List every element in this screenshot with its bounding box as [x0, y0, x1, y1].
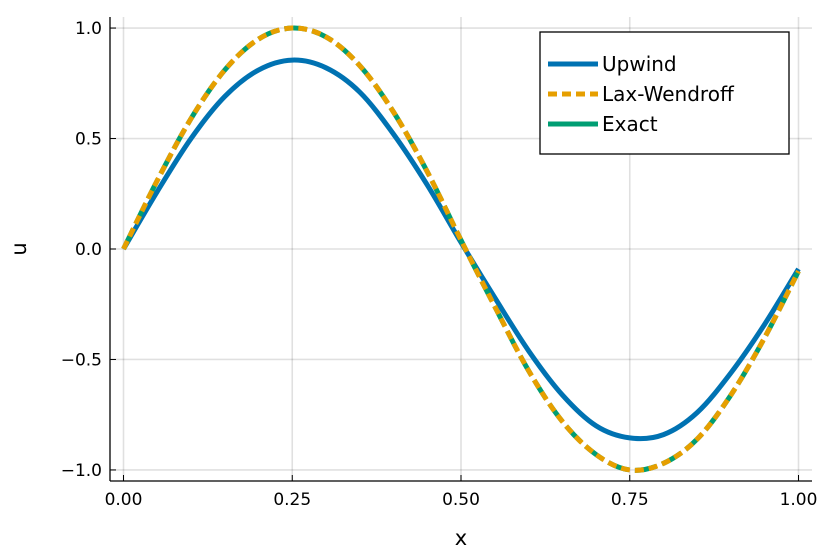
y-tick-label-2: 0.0 — [75, 240, 102, 260]
series-line-lax-wendroff — [121, 25, 801, 473]
legend-label-exact: Exact — [602, 112, 658, 136]
tick-labels: 0.00 0.25 0.50 0.75 1.00 −1.0 −0.5 0.0 0.5 1.0 — [61, 19, 818, 510]
x-tick-label-0: 0.00 — [105, 490, 143, 510]
series-lines — [121, 25, 801, 473]
legend: Upwind Lax-Wendroff Exact — [539, 31, 790, 155]
y-axis-label: u — [7, 242, 31, 255]
x-axis-label: x — [455, 526, 467, 550]
x-tick-label-2: 0.50 — [442, 490, 480, 510]
y-tick-label-1: −0.5 — [61, 350, 102, 370]
x-tick-label-1: 0.25 — [273, 490, 311, 510]
y-tick-label-3: 0.5 — [75, 130, 102, 150]
legend-label-upwind: Upwind — [602, 52, 677, 76]
y-tick-label-4: 1.0 — [75, 19, 102, 39]
x-tick-label-4: 1.00 — [780, 490, 818, 510]
plot-frame — [109, 17, 812, 482]
legend-label-lax-wendroff: Lax-Wendroff — [602, 82, 735, 106]
y-tick-label-0: −1.0 — [61, 461, 102, 481]
x-tick-label-3: 0.75 — [611, 490, 649, 510]
